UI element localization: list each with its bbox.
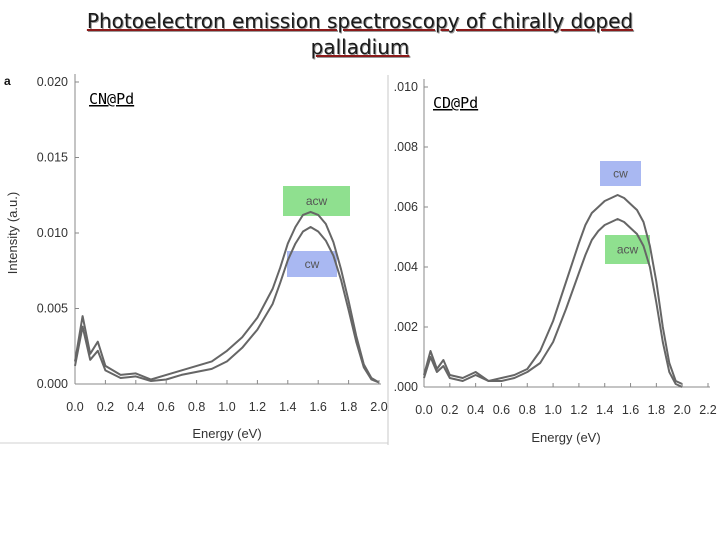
legend-box-cw — [287, 251, 337, 277]
series-line-cw — [423, 194, 683, 385]
x-tick-label: 1.6 — [622, 403, 639, 417]
x-tick-label: 1.0 — [544, 403, 561, 417]
y-tick-label: 0.010 — [37, 226, 68, 240]
x-axis-label: Energy (eV) — [531, 430, 600, 445]
x-tick-label: 0.8 — [188, 400, 205, 414]
legend-label-cw: cw — [305, 257, 320, 271]
title-line-2: palladium — [310, 35, 410, 59]
x-tick-label: 0.6 — [158, 400, 175, 414]
y-tick-label: .008 — [394, 140, 418, 154]
x-tick-label: 0.0 — [66, 400, 83, 414]
x-tick-label: 1.6 — [310, 400, 327, 414]
y-axis-label: Intensity (a.u.) — [5, 192, 20, 274]
panel-letter: a — [4, 74, 11, 88]
x-tick-label: 1.0 — [218, 400, 235, 414]
x-tick-label: 1.4 — [596, 403, 613, 417]
y-tick-label: .004 — [394, 260, 418, 274]
inset-label: CD@Pd — [433, 94, 478, 112]
x-tick-label: 1.8 — [340, 400, 357, 414]
x-tick-label: 0.2 — [97, 400, 114, 414]
inset-label: CN@Pd — [89, 90, 134, 108]
y-tick-label: .006 — [394, 200, 418, 214]
x-tick-label: 2.0 — [673, 403, 690, 417]
x-tick-label: 1.2 — [249, 400, 266, 414]
series-line-acw — [74, 210, 380, 384]
y-tick-label: 0.020 — [37, 75, 68, 89]
x-tick-label: 2.0 — [370, 400, 387, 414]
series-line-acw — [423, 218, 683, 388]
series-line-cw — [74, 226, 380, 384]
y-tick-label: .002 — [394, 320, 418, 334]
x-tick-label: 1.2 — [570, 403, 587, 417]
legend-label-acw: acw — [617, 243, 639, 257]
x-tick-label: 2.2 — [699, 403, 716, 417]
legend-label-cw: cw — [613, 167, 628, 181]
x-tick-label: 0.6 — [493, 403, 510, 417]
y-tick-label: 0.015 — [37, 151, 68, 165]
x-tick-label: 0.2 — [441, 403, 458, 417]
legend-box-acw — [283, 186, 350, 216]
x-tick-label: 1.8 — [648, 403, 665, 417]
legend-box-cw — [600, 161, 641, 186]
y-tick-label: .010 — [394, 80, 418, 94]
title-line-1: Photoelectron emission spectroscopy of c… — [86, 9, 634, 33]
y-tick-label: 0.005 — [37, 302, 68, 316]
x-tick-label: 0.0 — [415, 403, 432, 417]
y-tick-label: 0.000 — [37, 377, 68, 391]
legend-label-acw: acw — [306, 194, 328, 208]
legend-box-acw — [605, 235, 650, 264]
slide-title: Photoelectron emission spectroscopy of c… — [0, 8, 720, 60]
y-tick-label: .000 — [394, 380, 418, 394]
panel-cd-pd: cw acw 0.0 0.2 0.4 0.6 0.8 1.0 1.2 1.4 1.6 1.8 2.0 2.… — [394, 79, 717, 445]
x-tick-label: 0.8 — [519, 403, 536, 417]
x-tick-label: 0.4 — [127, 400, 144, 414]
x-tick-label: 0.4 — [467, 403, 484, 417]
panel-cn-pd: acw cw 0.0 0.2 0.4 0.6 0.8 1.0 1.2 1.4 1.6 1.8 2.0 0.… — [4, 74, 388, 441]
x-tick-label: 1.4 — [279, 400, 296, 414]
x-axis-label: Energy (eV) — [192, 426, 261, 441]
